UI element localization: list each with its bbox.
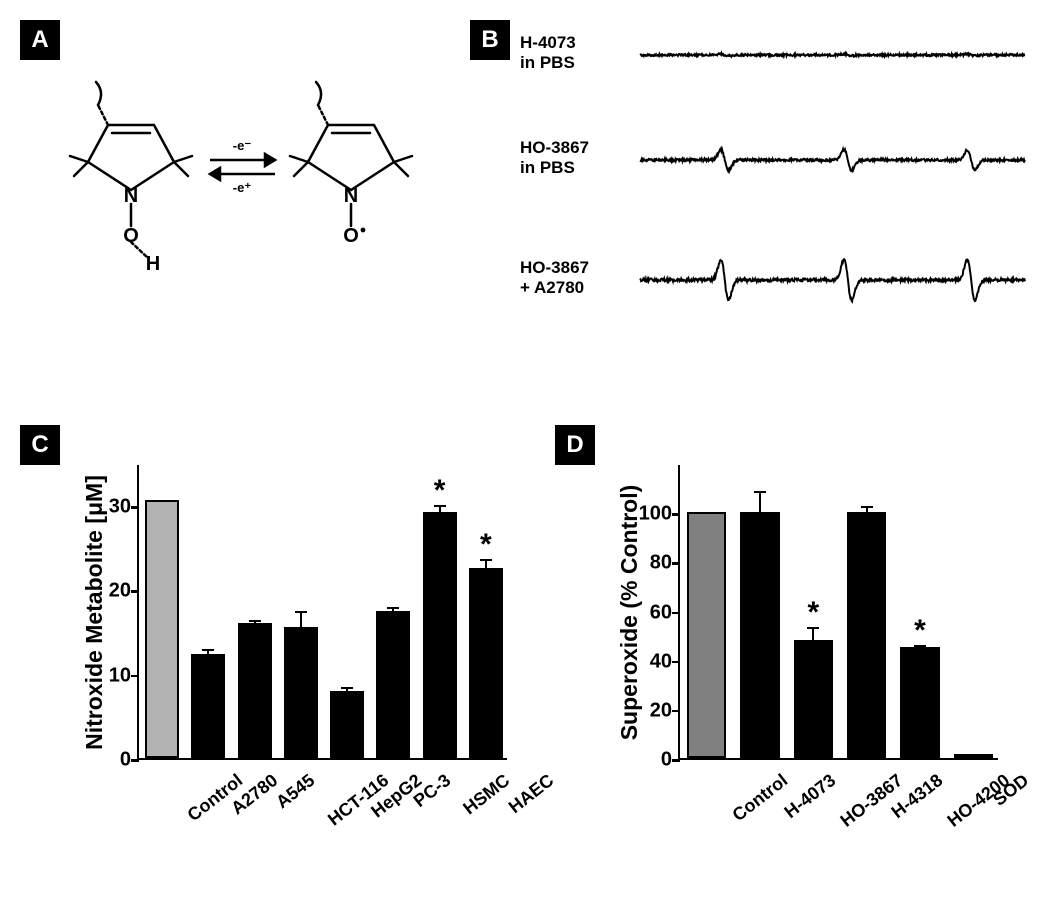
error-bar <box>300 612 302 629</box>
bar <box>330 691 364 758</box>
significance-star: * <box>434 474 446 508</box>
error-cap <box>861 506 873 508</box>
error-bar <box>759 492 761 514</box>
error-bar <box>812 628 814 642</box>
error-bar <box>207 650 209 657</box>
ytick-label: 30 <box>109 496 139 519</box>
panel-a-structure: N O H -e⁻ -e⁺ <box>50 70 430 290</box>
ytick-label: 20 <box>650 699 680 722</box>
ytick-label: 0 <box>120 749 139 772</box>
bar <box>900 647 939 758</box>
ytick-label: 20 <box>109 580 139 603</box>
h-atom-left: H <box>146 253 160 275</box>
x-axis-label: HSMC <box>459 770 514 819</box>
y-axis-label: Nitroxide Metabolite [μM] <box>81 465 108 760</box>
plot-area: 020406080100** <box>678 465 998 760</box>
panel-d-chart: Superoxide (% Control)020406080100**Cont… <box>600 425 1020 855</box>
error-cap <box>295 611 307 613</box>
arrow-upper-label: -e⁻ <box>233 138 252 153</box>
panel-label-a: A <box>20 20 60 60</box>
ytick-label: 40 <box>650 650 680 673</box>
ytick-label: 100 <box>639 503 680 526</box>
x-axis-label: A545 <box>272 770 319 813</box>
figure-root: A B C D N O <box>10 10 1040 893</box>
bar <box>469 568 503 758</box>
panel-b-traces: H-4073in PBS HO-3867in PBS HO-3867+ A2780 <box>520 20 1030 350</box>
x-axis-label: HAEC <box>505 770 558 818</box>
bar <box>740 512 779 758</box>
bar <box>145 500 179 758</box>
bar <box>687 512 726 758</box>
ytick-label: 10 <box>109 664 139 687</box>
bar <box>191 654 225 758</box>
arrow-lower-label: -e⁺ <box>233 180 252 195</box>
bar <box>284 627 318 758</box>
bar <box>847 512 886 758</box>
n-atom-right: N <box>344 185 358 207</box>
significance-star: * <box>480 528 492 562</box>
error-cap <box>341 687 353 689</box>
plot-area: 0102030** <box>137 465 507 760</box>
error-cap <box>249 620 261 622</box>
bar <box>794 640 833 758</box>
error-cap <box>754 491 766 493</box>
x-axis-label: Control <box>728 770 791 826</box>
epr-trace <box>640 149 1025 172</box>
trace-label: HO-3867+ A2780 <box>520 258 630 297</box>
bar <box>954 754 993 758</box>
panel-c-chart: Nitroxide Metabolite [μM]0102030**Contro… <box>65 425 535 855</box>
bar <box>423 512 457 758</box>
significance-star: * <box>807 596 819 630</box>
ytick-label: 0 <box>661 749 680 772</box>
o-atom-right: O <box>343 225 359 247</box>
ytick-label: 60 <box>650 601 680 624</box>
panel-label-c: C <box>20 425 60 465</box>
error-cap <box>202 649 214 651</box>
x-axis-label: H-4073 <box>781 770 840 823</box>
epr-trace <box>640 53 1025 56</box>
n-atom-left: N <box>124 185 138 207</box>
error-cap <box>387 607 399 609</box>
ytick-label: 80 <box>650 552 680 575</box>
o-atom-left: O <box>123 225 139 247</box>
trace-label: HO-3867in PBS <box>520 138 630 177</box>
panel-label-b: B <box>470 20 510 60</box>
trace-label: H-4073in PBS <box>520 33 630 72</box>
significance-star: * <box>914 614 926 648</box>
epr-trace <box>640 259 1025 301</box>
bar <box>376 611 410 758</box>
bar <box>238 623 272 758</box>
error-bar <box>866 507 868 514</box>
panel-label-d: D <box>555 425 595 465</box>
